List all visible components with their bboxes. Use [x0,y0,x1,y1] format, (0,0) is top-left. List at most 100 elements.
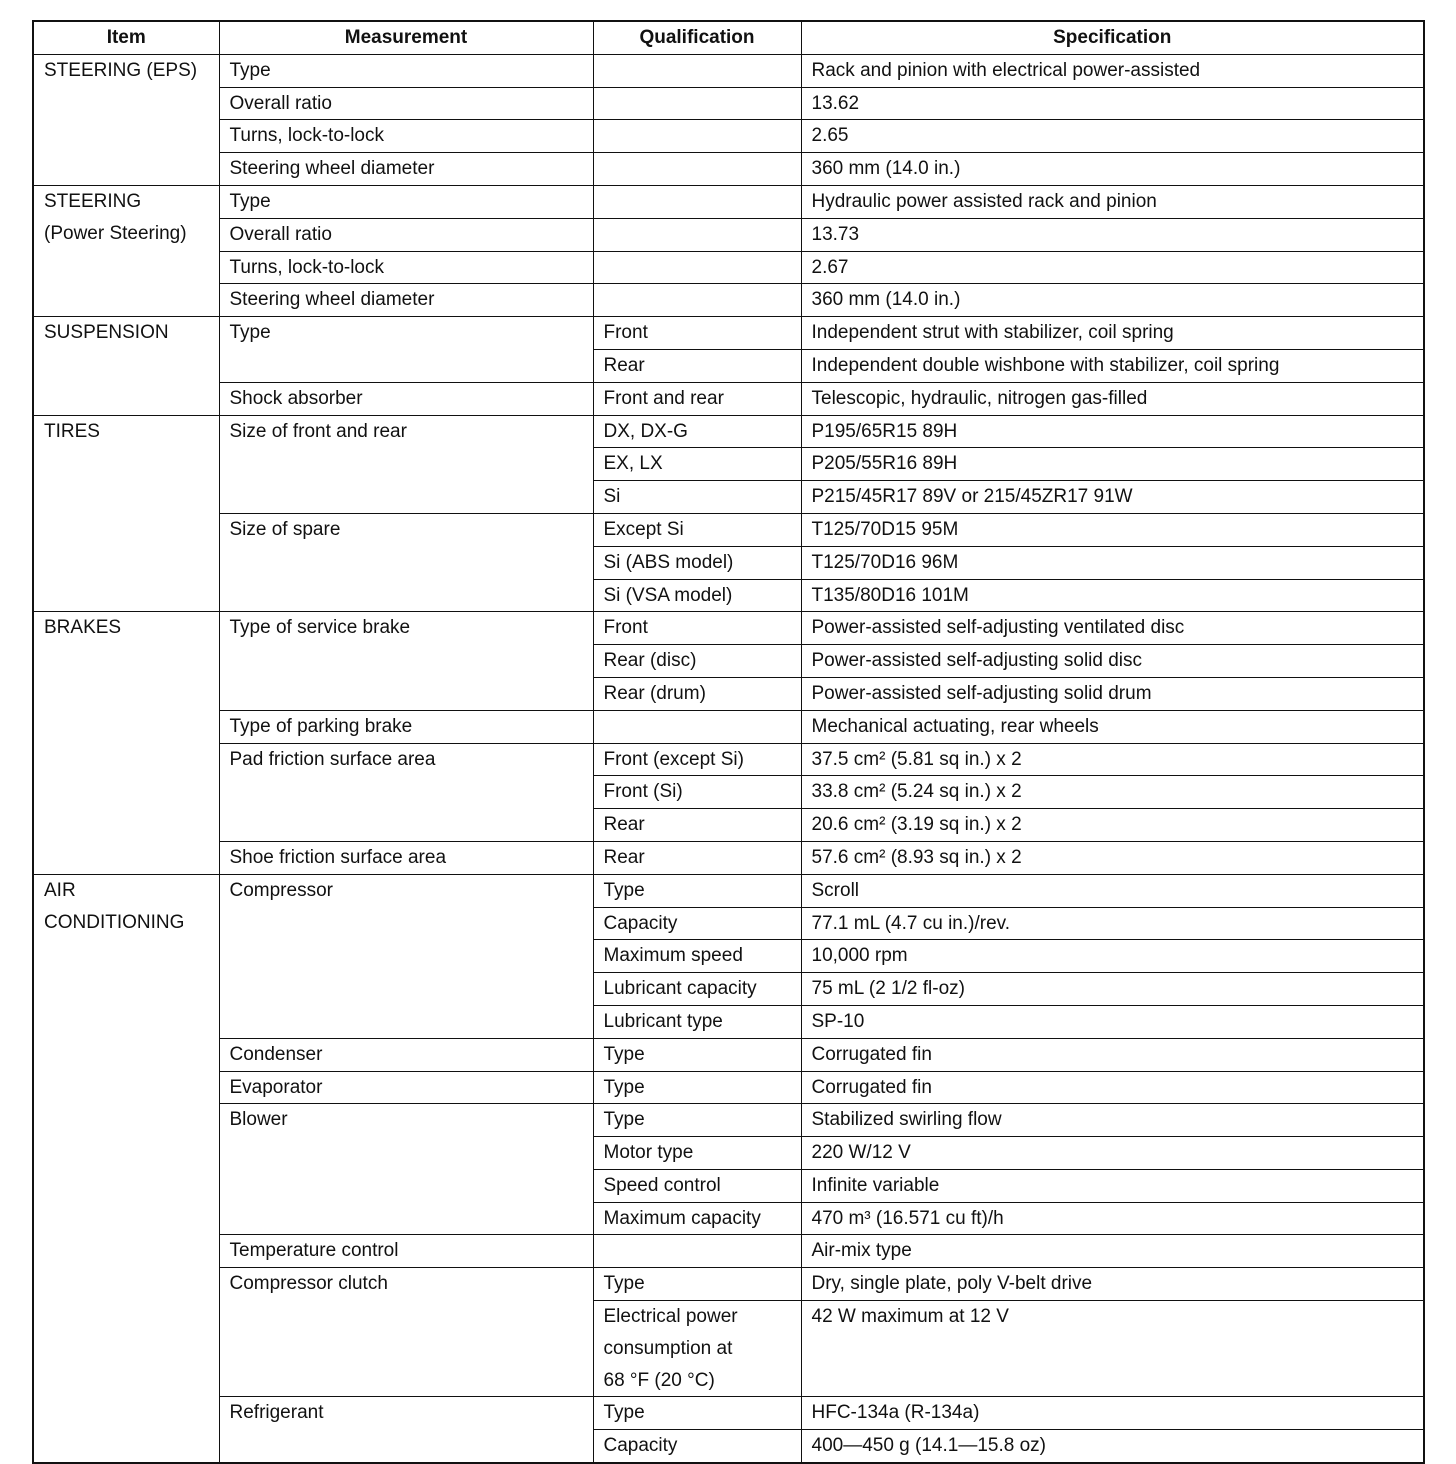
table-row: Overall ratio 13.62 [33,86,1425,121]
table-row: Si (ABS model) T125/70D16 96M [33,545,1425,580]
specification-cell: Rack and pinion with electrical power-as… [800,53,1425,88]
qualification-cell: Except Si [592,512,802,547]
table-row: Blower Type Stabilized swirling flow [33,1103,1425,1236]
text-line: AIR [44,879,76,901]
item-cell: BRAKES [32,611,220,875]
qualification-cell [592,1234,802,1269]
table-row: Turns, lock-to-lock 2.67 [33,250,1425,285]
column-header: Specification [800,20,1425,55]
table-row: Compressor clutch Type Dry, single plate, … [33,1267,1425,1398]
table-row: Rear Independent double wishbone with sta… [33,348,1425,383]
qualification-cell: Si [592,480,802,514]
table-row: Si (VSA model) T135/80D16 101M [33,578,1425,613]
specification-cell: 57.6 cm² (8.93 sq in.) x 2 [800,840,1425,875]
qualification-cell: Maximum speed [592,939,802,974]
specification-cell: Dry, single plate, poly V-belt drive [800,1267,1425,1302]
qualification-cell [592,152,802,186]
specification-cell: 20.6 cm² (3.19 sq in.) x 2 [800,808,1425,842]
measurement-cell: Size of front and rear [218,414,594,514]
specification-cell: Telescopic, hydraulic, nitrogen gas-fill… [800,381,1425,416]
qualification-cell: Front [592,316,802,350]
qualification-cell: Si (VSA model) [592,578,802,613]
specification-cell: 2.65 [800,119,1425,154]
qualification-cell: Capacity [592,906,802,941]
measurement-cell: Turns, lock-to-lock [218,119,594,154]
table-row: SUSPENSION Type Front Independent strut wit… [32,316,1425,416]
specification-cell: Power-assisted self-adjusting ventilated… [800,611,1425,646]
item-cell: STEERING (Power Steering) [32,184,220,318]
specification-cell: 13.73 [800,217,1425,252]
specification-cell: 37.5 cm² (5.81 sq in.) x 2 [800,742,1425,777]
measurement-cell: Blower [218,1103,594,1236]
qualification-cell [592,53,802,88]
qualification-cell: Rear (drum) [592,676,802,711]
text-line: (Power Steering) [44,222,187,244]
qualification-cell [592,217,802,252]
spec-table: Item Measurement Qualification Specificatio… [32,20,1425,1464]
text-line: CONDITIONING [44,911,185,933]
table-row: Steering wheel diameter 360 mm (14.0 in.) [33,283,1425,318]
specification-cell: 360 mm (14.0 in.) [800,152,1425,186]
table-row: Lubricant type SP-10 [33,1004,1425,1039]
specification-cell: 33.8 cm² (5.24 sq in.) x 2 [800,775,1425,810]
specification-cell: 2.67 [800,250,1425,285]
specification-cell: T125/70D16 96M [800,545,1425,580]
table-row: Lubricant capacity 75 mL (2 1/2 fl-oz) [33,972,1425,1006]
column-header: Measurement [218,20,594,55]
text-line: STEERING [44,190,142,212]
item-cell: STEERING (EPS) [32,53,220,186]
specification-cell: Air-mix type [800,1234,1425,1269]
qualification-cell: Type [592,1037,802,1072]
table-row: Maximum capacity 470 m³ (16.571 cu ft)/h [33,1201,1425,1236]
measurement-cell: Type [218,53,594,88]
item-cell: SUSPENSION [32,316,220,416]
measurement-cell: Condenser [218,1037,594,1072]
table-row: Motor type 220 W/12 V [33,1136,1425,1170]
table-row: STEERING (Power Steering) Type Hydraulic po… [32,184,1425,318]
measurement-cell: Overall ratio [218,86,594,121]
measurement-cell: Compressor clutch [218,1267,594,1398]
measurement-cell: Refrigerant [218,1396,594,1464]
measurement-cell: Type of service brake [218,611,594,711]
specification-cell: 400—450 g (14.1—15.8 oz) [800,1429,1425,1464]
table-row: Rear (drum) Power-assisted self-adjusting… [33,676,1425,711]
specification-cell: Mechanical actuating, rear wheels [800,709,1425,744]
table-row: Turns, lock-to-lock 2.65 [33,119,1425,154]
specification-cell: Infinite variable [800,1168,1425,1203]
item-cell: TIRES [32,414,220,613]
table-row: Speed control Infinite variable [33,1168,1425,1203]
specification-cell: Power-assisted self-adjusting solid drum [800,676,1425,711]
qualification-cell: Rear [592,348,802,383]
qualification-cell [592,283,802,318]
table-row: Condenser Type Corrugated fin [33,1037,1425,1072]
item-cell: AIR CONDITIONING [32,873,220,1464]
specification-cell: 360 mm (14.0 in.) [800,283,1425,318]
specification-cell: 220 W/12 V [800,1136,1425,1170]
table-row: Shoe friction surface area Rear 57.6 cm² (… [33,840,1425,875]
text-line: Electrical power [603,1306,738,1328]
qualification-cell: Type [592,1396,802,1431]
table-row: Rear (disc) Power-assisted self-adjusting… [33,644,1425,678]
table-row: AIR CONDITIONING Compressor Type Scroll [32,873,1425,1464]
specification-cell: 42 W maximum at 12 V [800,1300,1425,1398]
qualification-cell: Rear (disc) [592,644,802,678]
qualification-cell [592,86,802,121]
qualification-cell: Type [592,1103,802,1138]
specification-cell: 13.62 [800,86,1425,121]
qualification-cell: Speed control [592,1168,802,1203]
table-row: Temperature control Air-mix type [33,1234,1425,1269]
header-row: Item Measurement Qualification Specificatio… [32,20,1425,55]
qualification-cell: DX, DX-G [592,414,802,449]
text-line: consumption at [603,1337,733,1359]
qualification-cell [592,119,802,154]
specification-cell: 75 mL (2 1/2 fl-oz) [800,972,1425,1006]
measurement-cell: Pad friction surface area [218,742,594,842]
specification-cell: P205/55R16 89H [800,447,1425,482]
table-row: Front (Si) 33.8 cm² (5.24 sq in.) x 2 [33,775,1425,810]
measurement-cell: Compressor [218,873,594,1039]
table-row: Si P215/45R17 89V or 215/45ZR17 91W [33,480,1425,514]
measurement-cell: Shock absorber [218,381,594,416]
qualification-cell: Type [592,1070,802,1105]
measurement-cell: Turns, lock-to-lock [218,250,594,285]
